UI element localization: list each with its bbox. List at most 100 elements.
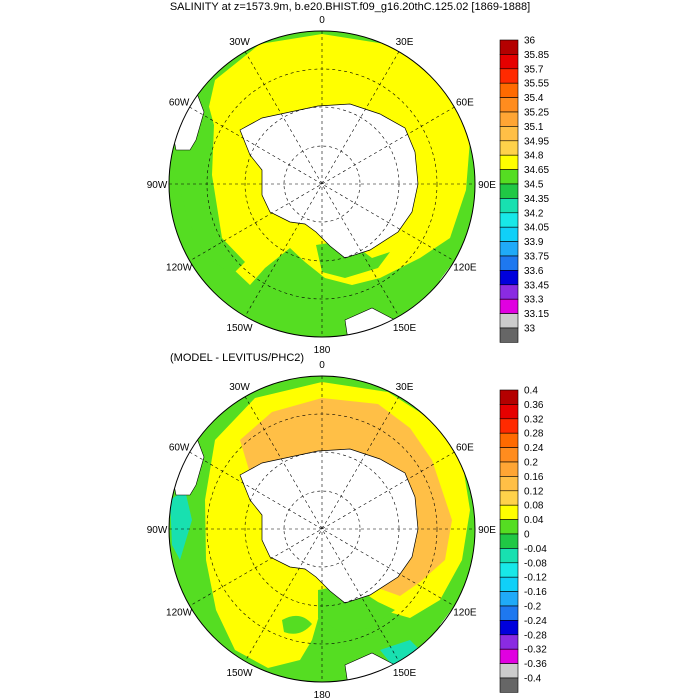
colorbar-label: 34.35 <box>524 194 549 205</box>
colorbar-swatch <box>499 140 519 156</box>
lon-label-60e: 60E <box>456 98 474 109</box>
land-antarctica <box>239 103 419 259</box>
colorbar-label: -0.08 <box>524 558 547 569</box>
lon-label-90w: 90W <box>147 180 168 191</box>
lon-label-120e: 120E <box>453 608 477 619</box>
graticule-difference <box>169 376 475 682</box>
colorbar-label: 0.28 <box>524 429 544 440</box>
lon-label-30w: 30W <box>229 382 250 393</box>
lon-label-60w: 60W <box>169 98 190 109</box>
map-boundary-difference <box>168 375 476 683</box>
lon-label-120e: 120E <box>453 263 477 274</box>
graticule-salinity <box>169 31 475 337</box>
colorbar-swatch <box>499 490 519 506</box>
colorbar-label: 34.2 <box>524 208 544 219</box>
lon-label-180: 180 <box>314 690 331 700</box>
colorbar-label: 0.36 <box>524 400 544 411</box>
lon-label-60e: 60E <box>456 443 474 454</box>
colorbar-label: 0.4 <box>524 386 538 397</box>
colorbar-swatch <box>499 476 519 492</box>
colorbar-swatch <box>499 82 519 98</box>
lon-label-90w: 90W <box>147 525 168 536</box>
colorbar-swatch <box>499 68 519 84</box>
colorbar-label: -0.32 <box>524 645 547 656</box>
colorbar-swatch <box>499 677 519 693</box>
colorbar-swatch <box>499 605 519 621</box>
map-panel-salinity: 0 30E 60E 90E 120E 150E 180 150W 120W 90W 60W 30W 3… <box>147 15 550 356</box>
colorbar-label: 33.45 <box>524 280 549 291</box>
diff-field-cyan-west <box>170 490 192 560</box>
colorbar-label: 0.2 <box>524 458 538 469</box>
colorbar-swatch <box>499 576 519 592</box>
map-title-difference: (MODEL - LEVITUS/PHC2) <box>170 352 305 364</box>
colorbar-label: 0.08 <box>524 501 544 512</box>
colorbar-label: 35.4 <box>524 93 544 104</box>
lon-label-30e: 30E <box>396 37 414 48</box>
lon-label-120w: 120W <box>166 608 193 619</box>
colorbar-label: 33 <box>524 324 536 335</box>
lon-label-90e: 90E <box>478 525 496 536</box>
colorbar-swatch <box>499 183 519 199</box>
map-boundary-salinity <box>168 30 476 338</box>
colorbar-swatch <box>499 212 519 228</box>
lon-label-150w: 150W <box>226 323 253 334</box>
colorbar-swatch <box>499 126 519 142</box>
colorbar-swatch <box>499 562 519 578</box>
colorbar-label: 33.6 <box>524 266 544 277</box>
diff-field-green-spot <box>282 615 312 634</box>
map-title-salinity: SALINITY at z=1573.9m, b.e20.BHIST.f09_g… <box>169 1 531 13</box>
colorbar-swatch <box>499 404 519 420</box>
colorbar-swatch <box>499 270 519 286</box>
colorbar-label: -0.12 <box>524 573 547 584</box>
colorbar-label: -0.36 <box>524 659 547 670</box>
colorbar-swatch <box>499 327 519 343</box>
colorbar-swatch <box>499 54 519 70</box>
colorbar-label: -0.28 <box>524 630 547 641</box>
colorbar-swatch <box>499 519 519 535</box>
colorbar-label: 34.5 <box>524 180 544 191</box>
colorbar-swatch <box>499 241 519 257</box>
colorbar-swatch <box>499 255 519 271</box>
colorbar-salinity: 36 35.85 35.7 35.55 35.4 35.25 35.1 34.95 34.8 34… <box>499 36 549 343</box>
colorbar-swatch <box>499 313 519 329</box>
lon-label-30w: 30W <box>229 37 250 48</box>
colorbar-label: 0.16 <box>524 472 544 483</box>
colorbar-label: 35.85 <box>524 50 549 61</box>
lon-label-0: 0 <box>319 360 325 371</box>
colorbar-swatch <box>499 461 519 477</box>
colorbar-difference: 0.4 0.36 0.32 0.28 0.24 0.2 0.16 0.12 0.08 0.04 0 -… <box>499 386 547 693</box>
colorbar-swatch <box>499 418 519 434</box>
colorbar-label: -0.04 <box>524 544 547 555</box>
colorbar-label: 0.04 <box>524 515 544 526</box>
colorbar-swatch <box>499 663 519 679</box>
colorbar-swatch <box>499 154 519 170</box>
lon-label-120w: 120W <box>166 263 193 274</box>
colorbar-label: 34.8 <box>524 151 544 162</box>
colorbar-swatch <box>499 111 519 127</box>
colorbar-swatch <box>499 39 519 55</box>
lon-label-90e: 90E <box>478 180 496 191</box>
colorbar-swatch <box>499 648 519 664</box>
colorbar-swatch <box>499 634 519 650</box>
colorbar-swatch <box>499 504 519 520</box>
colorbar-swatch <box>499 298 519 314</box>
colorbar-swatch <box>499 620 519 636</box>
lon-label-150e: 150E <box>393 323 417 334</box>
colorbar-label: 33.9 <box>524 237 544 248</box>
colorbar-swatch <box>499 389 519 405</box>
colorbar-label: 35.1 <box>524 122 544 133</box>
colorbar-swatch <box>499 432 519 448</box>
colorbar-swatch <box>499 97 519 113</box>
lon-label-30e: 30E <box>396 382 414 393</box>
colorbar-label: -0.16 <box>524 587 547 598</box>
colorbar-swatch <box>499 591 519 607</box>
colorbar-label: -0.4 <box>524 674 542 685</box>
colorbar-label: -0.24 <box>524 616 547 627</box>
colorbar-label: 0.32 <box>524 414 544 425</box>
colorbar-label: 33.3 <box>524 295 544 306</box>
colorbar-label: 0.24 <box>524 443 544 454</box>
colorbar-label: 35.25 <box>524 108 549 119</box>
lon-label-150w: 150W <box>226 668 253 679</box>
colorbar-label: 34.65 <box>524 165 549 176</box>
lon-label-180: 180 <box>314 345 331 356</box>
